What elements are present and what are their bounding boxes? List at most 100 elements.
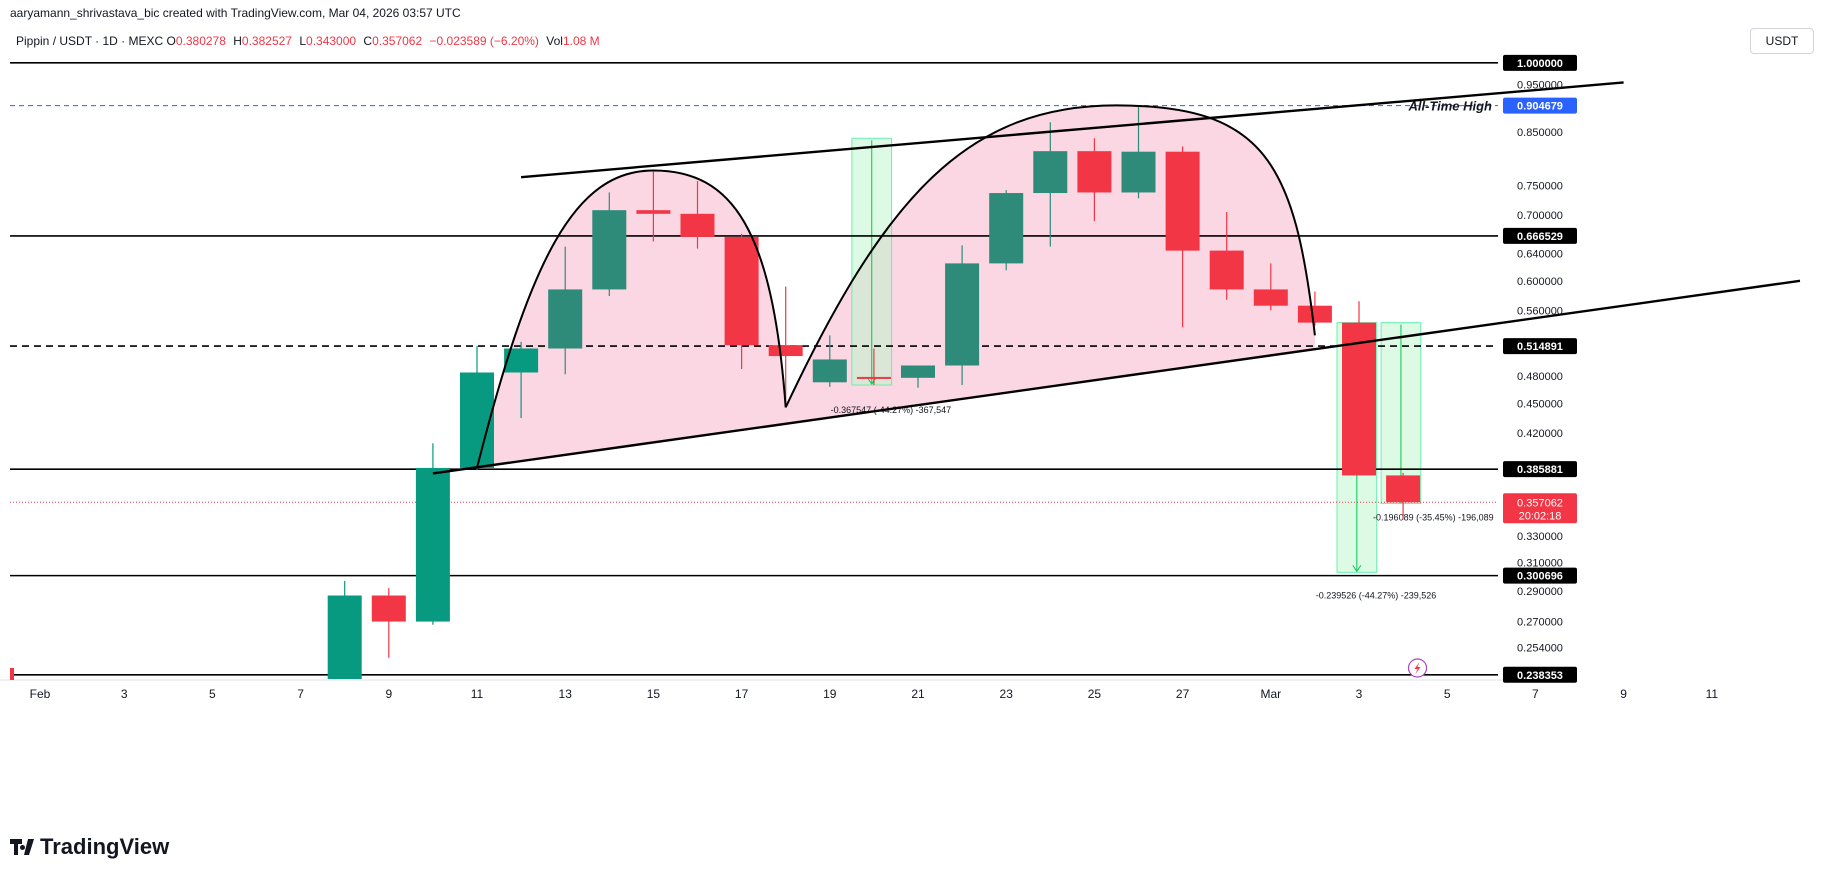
candle-body [1253, 289, 1288, 306]
open-label: O [166, 34, 176, 48]
tradingview-logo[interactable]: TradingView [10, 834, 169, 860]
price-chart[interactable]: -0.367547 (-44.27%) -367,547 -0.239526 (-… [0, 0, 1825, 820]
candle-body [1077, 151, 1112, 193]
symbol-name[interactable]: Pippin / USDT · 1D · MEXC [16, 34, 164, 48]
measure-label: -0.239526 (-44.27%) -239,526 [1316, 590, 1437, 600]
current-price-tag [1503, 493, 1577, 524]
symbol-legend: Pippin / USDT · 1D · MEXC O0.380278 H0.3… [16, 34, 604, 48]
high-value: 0.382527 [241, 34, 292, 48]
change-value: −0.023589 (−6.20%) [429, 34, 539, 48]
candle [856, 348, 891, 386]
price-tick-label: 0.560000 [1517, 305, 1563, 317]
candle-body [1033, 151, 1068, 194]
candle [901, 365, 935, 388]
low-value: 0.343000 [306, 34, 357, 48]
time-tick-label: 7 [297, 687, 304, 701]
time-tick-label: 3 [121, 687, 128, 701]
price-tick-label: 0.480000 [1517, 371, 1563, 383]
candle [1297, 291, 1332, 326]
candle [1386, 472, 1421, 520]
candle [327, 580, 362, 679]
candle [1165, 146, 1200, 328]
time-tick-label: 23 [1000, 687, 1014, 701]
time-tick-label: 15 [647, 687, 661, 701]
price-tick-label: 0.850000 [1517, 127, 1563, 139]
candle [415, 443, 450, 625]
ath-label: All-Time High [1407, 99, 1492, 114]
price-tick-label: 0.420000 [1517, 428, 1563, 440]
trendline [432, 279, 1801, 475]
candle-body [1297, 305, 1332, 323]
time-tick-label: 7 [1532, 687, 1539, 701]
candle-body [1209, 250, 1244, 290]
candle [768, 286, 803, 406]
time-tick-label: 19 [823, 687, 837, 701]
candle [1342, 301, 1376, 476]
cup-pattern-fill [477, 105, 1315, 468]
price-level-tag [1503, 54, 1577, 71]
candle [989, 190, 1024, 271]
time-tick-label: Feb [30, 687, 51, 701]
candle-body [415, 467, 450, 622]
candle-body [504, 348, 539, 373]
candle-body [1386, 475, 1421, 503]
time-tick-label: 13 [559, 687, 573, 701]
volume-value: 1.08 M [562, 34, 600, 48]
time-tick-label: 17 [735, 687, 749, 701]
price-level-tag-label: 0.904679 [1517, 101, 1563, 113]
price-level-tag-label: 0.514891 [1517, 341, 1563, 353]
time-tick-label: 11 [471, 687, 484, 701]
price-tick-label: 0.254000 [1517, 643, 1563, 655]
candle-body [945, 263, 980, 366]
time-tick-label: 9 [385, 687, 392, 701]
price-level-tag [1503, 338, 1577, 355]
price-tick-label: 0.640000 [1517, 248, 1563, 260]
time-tick-label: 9 [1620, 687, 1627, 701]
time-tick-label: 3 [1356, 687, 1363, 701]
price-level-tag [1503, 227, 1577, 244]
candle [945, 245, 980, 386]
cup-arc [476, 169, 787, 469]
measure-label: -0.196089 (-35.45%) -196,089 [1373, 513, 1494, 523]
candle-body [1121, 151, 1156, 193]
time-tick-label: Mar [1260, 687, 1281, 701]
candle [680, 181, 715, 249]
candle-body [724, 236, 759, 346]
price-tick-label: 0.600000 [1517, 276, 1563, 288]
candle-body [812, 359, 847, 383]
candle-body [989, 193, 1024, 264]
price-tick-label: 0.310000 [1517, 558, 1563, 570]
price-level-tag [1503, 97, 1577, 114]
open-value: 0.380278 [175, 34, 226, 48]
candle-body [460, 372, 494, 468]
candle [548, 246, 583, 375]
candle-body [636, 210, 671, 214]
price-tick-label: 0.450000 [1517, 399, 1563, 411]
price-level-tag-label: 1.000000 [1517, 58, 1563, 70]
candle [636, 171, 671, 242]
candle-body [1342, 322, 1376, 476]
cup-arc [784, 104, 1316, 408]
time-tick-label: 11 [1706, 687, 1719, 701]
candle [1033, 122, 1068, 247]
time-tick-label: 27 [1176, 687, 1190, 701]
price-level-tag [1503, 567, 1577, 584]
candle [371, 588, 406, 658]
price-tick-label: 0.750000 [1517, 181, 1563, 193]
candle [1077, 138, 1112, 222]
candle-body [1165, 151, 1200, 251]
candle-body [768, 345, 803, 357]
candle [812, 335, 847, 387]
current-price-value: 0.357062 [1517, 497, 1563, 509]
price-level-tag-label: 0.666529 [1517, 231, 1563, 243]
price-tick-label: 0.290000 [1517, 586, 1563, 598]
currency-button[interactable]: USDT [1750, 28, 1814, 54]
price-tick-label: 0.950000 [1517, 80, 1563, 92]
candle [1209, 211, 1244, 300]
low-label: L [299, 34, 307, 48]
candle-body [371, 595, 406, 622]
measure-label: -0.367547 (-44.27%) -367,547 [831, 405, 952, 415]
high-label: H [233, 34, 242, 48]
volume-label: Vol [546, 34, 563, 48]
close-label: C [363, 34, 373, 48]
